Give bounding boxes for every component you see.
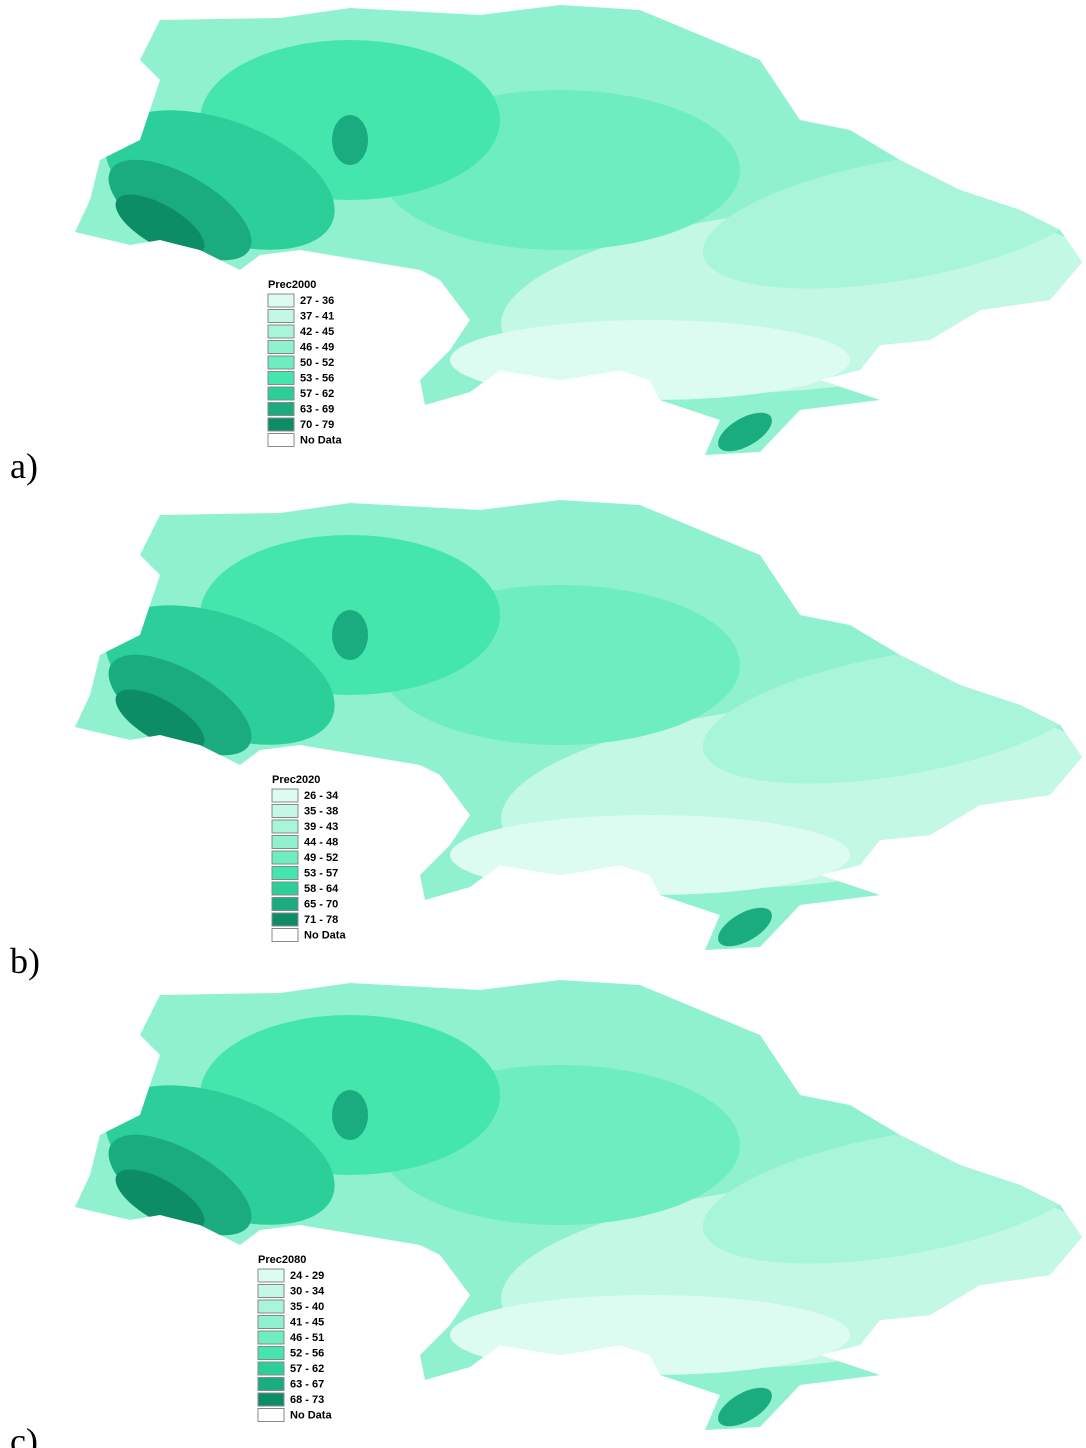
map-zone (450, 320, 850, 400)
legend-swatch (271, 928, 299, 942)
map-zone (332, 610, 368, 660)
legend-label: 35 - 38 (304, 805, 338, 817)
legend-label: 42 - 45 (300, 326, 334, 338)
legend-swatch (257, 1299, 285, 1314)
map-zone (115, 689, 205, 751)
legend-swatch (257, 1392, 285, 1407)
legend-label: 26 - 34 (304, 790, 339, 802)
legend-label: 65 - 70 (304, 898, 338, 910)
map-panel: Prec2000 27 - 36 37 - 41 42 - 45 46 - 49 50 -… (10, 5, 1082, 486)
legend-swatch (267, 402, 295, 416)
legend-label: 46 - 49 (300, 341, 334, 353)
legend-swatch (267, 324, 295, 339)
legend-swatch (267, 293, 295, 308)
legend-label: 30 - 34 (290, 1285, 325, 1297)
map-zone (108, 654, 252, 756)
legend-label: 37 - 41 (300, 310, 334, 322)
map-zone (718, 1387, 772, 1427)
legend-swatch (257, 1346, 285, 1360)
legend-swatch (271, 897, 299, 911)
legend-swatch (271, 866, 299, 880)
legend-label: 41 - 45 (290, 1316, 324, 1328)
map-zone (718, 907, 772, 947)
legend-swatch (271, 819, 299, 834)
legend-label: 44 - 48 (304, 836, 338, 848)
map-zone (332, 115, 368, 165)
legend-swatch (267, 417, 295, 432)
legend-title: Prec2000 (268, 279, 316, 291)
legend-label: 24 - 29 (290, 1270, 324, 1282)
legend-swatch (267, 386, 295, 401)
legend-label: 68 - 73 (290, 1394, 324, 1406)
legend-label: 63 - 69 (300, 403, 334, 415)
legend-swatch (257, 1330, 285, 1345)
legend-label: 49 - 52 (304, 852, 338, 864)
legend-swatch (271, 788, 299, 803)
map-panel: Prec2080 24 - 29 30 - 34 35 - 40 41 - 45 46 -… (10, 980, 1082, 1448)
legend-label: 53 - 57 (304, 867, 338, 879)
legend-swatch (271, 835, 299, 849)
map (75, 980, 1082, 1430)
map-zone (450, 1295, 850, 1375)
legend-label: 63 - 67 (290, 1378, 324, 1390)
map-zone (108, 159, 252, 261)
legend-swatch (271, 804, 299, 818)
legend-swatch (267, 340, 295, 354)
legend-swatch (257, 1284, 285, 1298)
map-zone (332, 1090, 368, 1140)
legend-label: 52 - 56 (290, 1347, 324, 1359)
legend-label: No Data (304, 929, 346, 941)
map-zone (718, 412, 772, 452)
legend-swatch (267, 371, 295, 385)
legend-swatch (257, 1377, 285, 1391)
panel-label: a) (10, 446, 38, 486)
legend-label: 58 - 64 (304, 883, 339, 895)
legend-swatch (267, 433, 295, 447)
legend-label: 57 - 62 (300, 388, 334, 400)
legend-swatch (257, 1268, 285, 1283)
legend-label: 57 - 62 (290, 1363, 324, 1375)
legend-label: 35 - 40 (290, 1301, 324, 1313)
legend-title: Prec2020 (272, 774, 320, 786)
map-panel: Prec2020 26 - 34 35 - 38 39 - 43 44 - 48 49 -… (10, 500, 1082, 981)
map-zone (115, 1169, 205, 1231)
legend-swatch (267, 355, 295, 370)
map-zone (115, 194, 205, 256)
legend-label: 39 - 43 (304, 821, 338, 833)
legend-label: 70 - 79 (300, 419, 334, 431)
legend-swatch (257, 1361, 285, 1376)
legend-swatch (271, 912, 299, 927)
legend-swatch (271, 850, 299, 865)
legend-label: 27 - 36 (300, 295, 334, 307)
legend-label: 46 - 51 (290, 1332, 324, 1344)
panel-label: b) (10, 941, 40, 981)
legend-label: No Data (300, 434, 342, 446)
legend-label: 71 - 78 (304, 914, 338, 926)
map-zone (108, 1134, 252, 1236)
legend-title: Prec2080 (258, 1254, 306, 1266)
legend-swatch (257, 1408, 285, 1422)
legend-swatch (267, 309, 295, 323)
legend-label: 50 - 52 (300, 357, 334, 369)
legend-label: No Data (290, 1409, 332, 1421)
legend-swatch (257, 1315, 285, 1329)
legend-swatch (271, 881, 299, 896)
panel-label: c) (10, 1421, 38, 1448)
map (75, 500, 1082, 950)
legend-label: 53 - 56 (300, 372, 334, 384)
map-zone (450, 815, 850, 895)
map (75, 5, 1082, 455)
